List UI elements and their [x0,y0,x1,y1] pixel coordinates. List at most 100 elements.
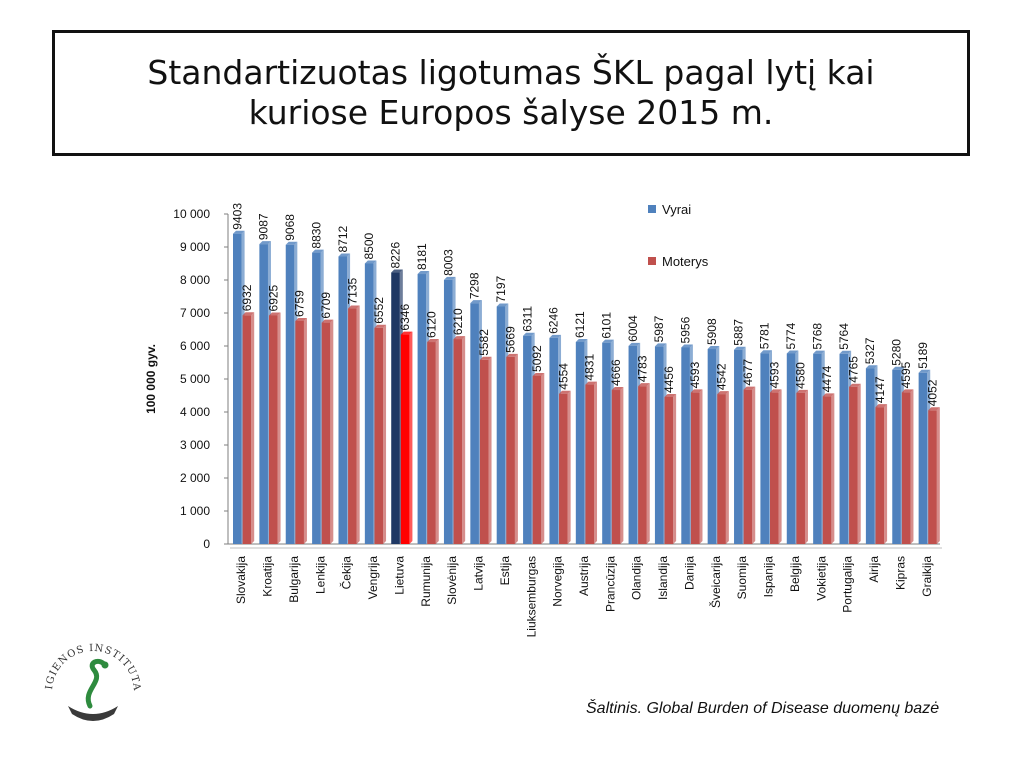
data-label-vyrai: 5327 [863,337,877,364]
data-label-vyrai: 7197 [494,275,508,302]
bar-vyrai-top [918,369,931,373]
bar-vyrai [443,279,453,544]
bar-moterys [611,390,621,544]
data-label-moterys: 4147 [873,376,887,403]
bar-vyrai [575,342,585,544]
bar-vyrai-top [786,350,799,354]
y-tick-label: 1 000 [180,504,210,518]
bar-vyrai-top [839,350,852,354]
bar-vyrai-top [391,269,403,273]
x-tick-label: Airija [867,556,881,583]
bar-moterys-side [725,391,729,544]
bar-vyrai-top [259,241,271,245]
bar-moterys-top [638,383,650,387]
x-tick-label: Norvegija [551,556,565,607]
data-label-vyrai: 9403 [230,203,244,230]
bar-moterys-top [822,393,835,397]
source-note: Šaltinis. Global Burden of Disease duome… [586,700,940,717]
bar-vyrai-top [285,241,298,245]
logo-text: HIGIENOS INSTITUTAS [38,630,141,692]
data-label-vyrai: 7298 [468,272,482,299]
x-tick-label: Prancūzija [603,556,617,612]
x-tick-label: Rumunija [419,556,433,607]
bar-moterys [770,392,779,544]
y-axis-title: 100 000 gyv. [144,344,158,414]
data-label-vyrai: 5768 [810,323,824,350]
data-label-moterys: 4542 [715,363,729,390]
x-tick-label: Suomija [735,556,749,600]
bar-moterys-top [849,383,861,387]
data-label-moterys: 4677 [741,359,755,386]
data-label-moterys: 4593 [688,361,702,388]
data-label-vyrai: 6121 [573,311,587,338]
bar-moterys-side [462,336,466,544]
data-label-moterys: 5582 [477,329,491,356]
data-label-moterys: 6709 [319,292,333,319]
bar-moterys-side [884,404,888,544]
title-line-1: Standartizuotas ligotumas ŠKL pagal lytį… [147,53,875,93]
x-tick-label: Ispanija [762,556,776,598]
bar-moterys [796,392,805,544]
bar-vyrai [628,345,638,544]
bar-vyrai-top [470,300,482,304]
x-tick-label: Šveicarija [708,556,723,608]
y-tick-label: 5 000 [180,372,210,386]
data-label-moterys: 5669 [504,326,518,353]
data-label-moterys: 6346 [398,304,412,331]
bar-vyrai [813,353,822,544]
y-tick-label: 4 000 [180,405,210,419]
x-tick-label: Slovėnija [445,556,459,605]
bar-moterys-side [435,339,439,544]
bar-moterys-top [901,389,914,393]
data-label-moterys: 6925 [266,284,280,311]
bar-moterys [901,392,911,544]
legend-swatch-vyrai [648,205,656,213]
data-label-vyrai: 9068 [283,214,297,241]
data-label-moterys: 4052 [926,379,940,406]
bar-vyrai [892,369,901,544]
bar-vyrai-top [312,249,324,253]
data-label-moterys: 4593 [767,361,781,388]
bar-moterys [374,327,384,544]
bar-moterys-side [778,389,782,544]
bar-moterys-top [559,390,571,394]
bar-moterys-side [831,393,835,544]
snake-head [101,661,109,669]
bar-moterys-side [804,389,808,544]
y-tick-label: 7 000 [180,306,210,320]
bar-moterys-top [506,353,518,357]
svg-text:HIGIENOS INSTITUTAS: HIGIENOS INSTITUTAS [38,630,142,692]
bar-vyrai [734,349,743,544]
bowl-shape [68,706,118,721]
bar-vyrai-top [233,230,245,234]
y-tick-label: 2 000 [180,471,210,485]
data-label-moterys: 4474 [820,365,834,392]
bar-vyrai [364,263,374,544]
bar-vyrai [338,256,348,544]
y-tick-label: 9 000 [180,240,210,254]
data-label-vyrai: 5774 [784,322,798,349]
bar-vyrai-top [760,350,773,354]
x-tick-label: Lenkija [313,556,327,594]
bar-vyrai [681,347,690,544]
bar-moterys-top [427,339,439,343]
data-label-vyrai: 5280 [890,339,904,366]
bar-moterys-top [268,312,281,316]
bar-moterys-top [532,372,545,376]
bar-moterys-side [699,389,703,544]
y-tick-label: 0 [203,537,210,551]
bar-vyrai-top [496,303,509,307]
data-label-vyrai: 6311 [520,306,534,332]
bar-moterys-side [488,356,492,544]
bar-moterys [532,375,542,544]
bar-moterys [664,396,674,544]
x-tick-label: Vokietija [814,556,828,601]
bar-moterys-top [928,407,940,411]
bar-vyrai [707,349,717,544]
bar-moterys-top [348,305,360,309]
x-tick-label: Liuksemburgas [524,556,538,637]
y-tick-label: 10 000 [173,207,210,221]
data-label-moterys: 4831 [583,354,597,381]
bar-vyrai-top [443,276,456,280]
